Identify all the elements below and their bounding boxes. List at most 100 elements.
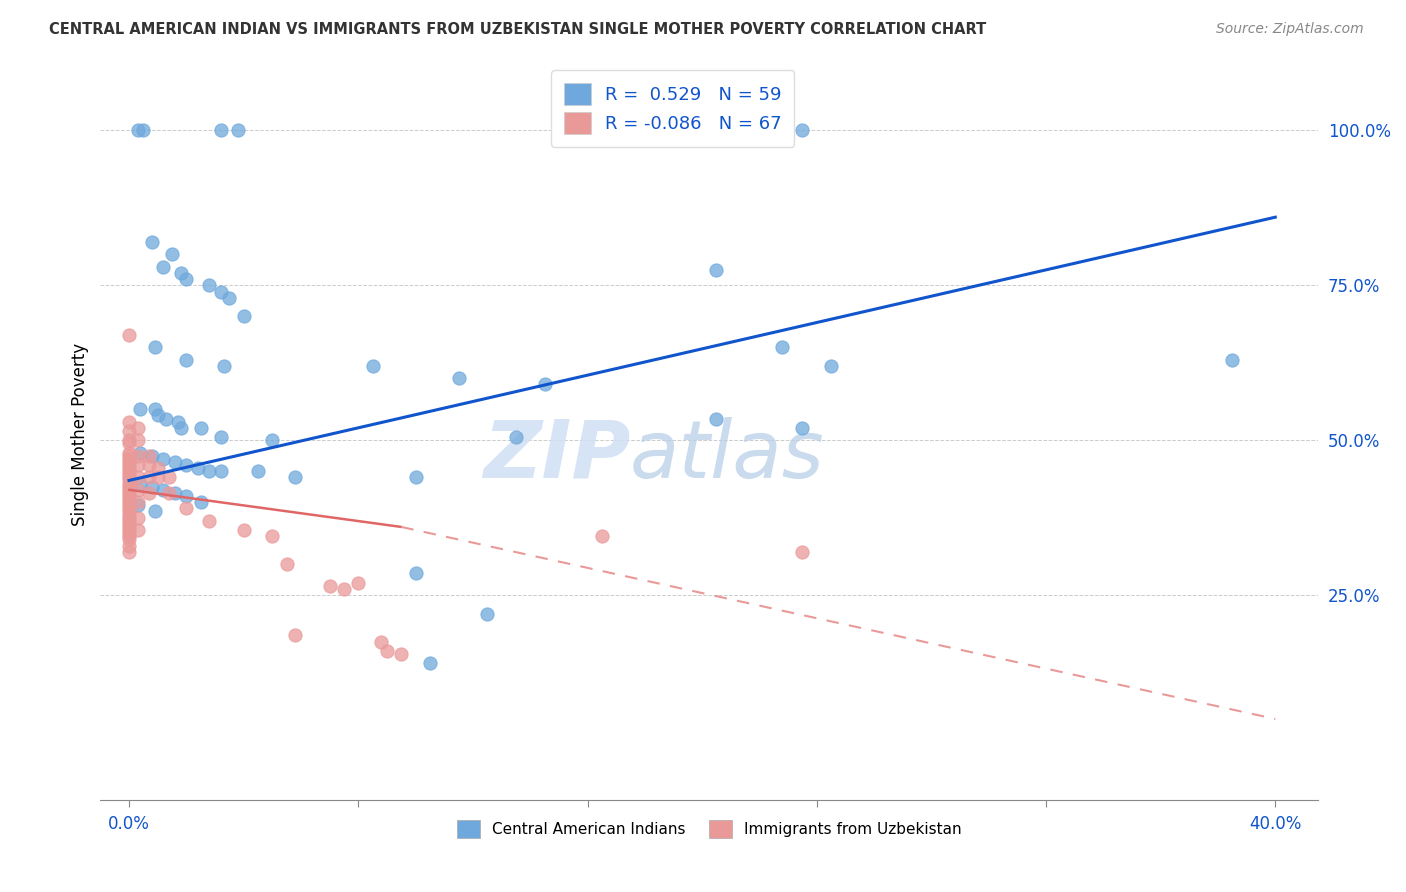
- Point: [143, 402, 166, 417]
- Point: [141, 235, 163, 249]
- Legend: Central American Indians, Immigrants from Uzbekistan: Central American Indians, Immigrants fro…: [451, 814, 967, 845]
- Point: [143, 340, 166, 354]
- Point: [118, 529, 141, 543]
- Point: [276, 557, 298, 571]
- Point: [118, 461, 141, 475]
- Point: [160, 247, 183, 261]
- Point: [127, 483, 149, 497]
- Point: [209, 285, 232, 299]
- Point: [118, 501, 141, 516]
- Point: [226, 123, 249, 137]
- Text: ZIP: ZIP: [482, 417, 630, 495]
- Point: [152, 483, 174, 497]
- Point: [127, 510, 149, 524]
- Point: [118, 464, 141, 478]
- Point: [118, 451, 141, 466]
- Point: [163, 455, 186, 469]
- Text: Source: ZipAtlas.com: Source: ZipAtlas.com: [1216, 22, 1364, 37]
- Point: [118, 455, 141, 469]
- Point: [284, 470, 307, 484]
- Point: [118, 445, 141, 459]
- Text: CENTRAL AMERICAN INDIAN VS IMMIGRANTS FROM UZBEKISTAN SINGLE MOTHER POVERTY CORR: CENTRAL AMERICAN INDIAN VS IMMIGRANTS FR…: [49, 22, 987, 37]
- Point: [129, 476, 152, 491]
- Point: [118, 489, 141, 503]
- Point: [155, 411, 177, 425]
- Point: [138, 470, 160, 484]
- Point: [118, 520, 141, 534]
- Point: [246, 464, 269, 478]
- Point: [157, 470, 180, 484]
- Point: [146, 470, 169, 484]
- Point: [370, 634, 392, 648]
- Point: [347, 575, 370, 590]
- Point: [405, 470, 427, 484]
- Point: [118, 533, 141, 547]
- Point: [127, 523, 149, 537]
- Point: [361, 359, 384, 373]
- Point: [132, 123, 155, 137]
- Point: [166, 415, 188, 429]
- Point: [792, 123, 814, 137]
- Point: [706, 263, 728, 277]
- Point: [198, 278, 221, 293]
- Point: [118, 514, 141, 528]
- Point: [792, 421, 814, 435]
- Point: [176, 489, 198, 503]
- Point: [118, 327, 141, 342]
- Point: [505, 430, 527, 444]
- Point: [138, 458, 160, 472]
- Point: [284, 628, 307, 642]
- Point: [262, 434, 284, 448]
- Point: [118, 526, 141, 541]
- Y-axis label: Single Mother Poverty: Single Mother Poverty: [72, 343, 89, 525]
- Point: [792, 545, 814, 559]
- Point: [198, 464, 221, 478]
- Point: [477, 607, 499, 621]
- Text: atlas: atlas: [630, 417, 825, 495]
- Point: [389, 647, 412, 661]
- Point: [770, 340, 793, 354]
- Point: [118, 498, 141, 512]
- Point: [118, 504, 141, 518]
- Point: [212, 359, 235, 373]
- Point: [127, 470, 149, 484]
- Point: [232, 523, 254, 537]
- Point: [118, 415, 141, 429]
- Point: [176, 352, 198, 367]
- Text: 40.0%: 40.0%: [1249, 815, 1302, 833]
- Point: [591, 529, 613, 543]
- Point: [176, 501, 198, 516]
- Point: [198, 514, 221, 528]
- Point: [820, 359, 842, 373]
- Point: [118, 510, 141, 524]
- Point: [218, 291, 240, 305]
- Point: [118, 434, 141, 448]
- Point: [447, 371, 470, 385]
- Point: [118, 516, 141, 531]
- Point: [138, 486, 160, 500]
- Point: [118, 523, 141, 537]
- Point: [127, 449, 149, 463]
- Point: [118, 467, 141, 482]
- Point: [118, 474, 141, 488]
- Point: [157, 486, 180, 500]
- Point: [129, 445, 152, 459]
- Point: [118, 424, 141, 438]
- Point: [176, 458, 198, 472]
- Point: [118, 545, 141, 559]
- Point: [533, 377, 555, 392]
- Point: [209, 123, 232, 137]
- Point: [118, 476, 141, 491]
- Point: [152, 260, 174, 274]
- Point: [146, 461, 169, 475]
- Point: [118, 458, 141, 472]
- Point: [118, 483, 141, 497]
- Point: [190, 495, 212, 509]
- Point: [127, 123, 149, 137]
- Point: [187, 461, 209, 475]
- Point: [118, 449, 141, 463]
- Point: [169, 266, 191, 280]
- Point: [209, 464, 232, 478]
- Point: [762, 123, 785, 137]
- Point: [143, 504, 166, 518]
